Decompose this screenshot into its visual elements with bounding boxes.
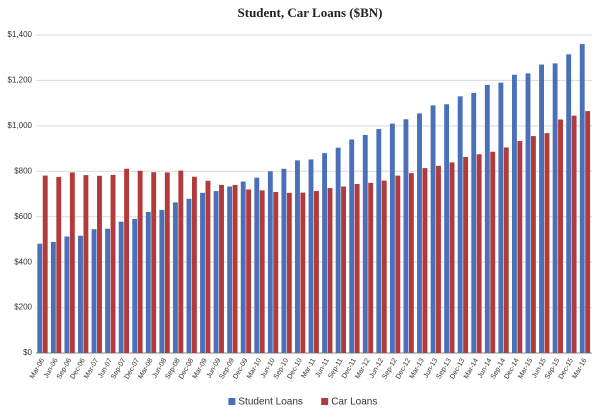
bar xyxy=(172,202,178,353)
y-tick-label: $1,000 xyxy=(8,121,33,130)
bar xyxy=(56,176,62,353)
bar xyxy=(457,96,463,353)
bar xyxy=(97,175,102,353)
bar xyxy=(335,147,341,353)
bar xyxy=(368,182,374,353)
bar xyxy=(566,54,572,354)
bar xyxy=(552,63,558,354)
bar xyxy=(273,191,279,353)
bar xyxy=(579,44,585,353)
bar xyxy=(341,186,347,353)
legend-swatch xyxy=(228,398,236,405)
bar xyxy=(37,243,43,353)
bar xyxy=(64,236,70,353)
bar xyxy=(463,156,469,353)
bar xyxy=(490,151,496,353)
bar xyxy=(137,170,143,353)
legend-swatch xyxy=(321,398,329,405)
y-tick-label: $0 xyxy=(23,348,32,357)
bar xyxy=(403,119,409,354)
y-tick-label: $800 xyxy=(14,166,32,175)
bar xyxy=(295,160,300,353)
bar xyxy=(191,176,197,353)
bar xyxy=(151,172,157,353)
bar xyxy=(205,180,211,353)
bar xyxy=(484,84,490,353)
legend-label: Car Loans xyxy=(331,397,377,408)
bar xyxy=(436,165,441,353)
bar xyxy=(571,115,577,353)
chart-title: Student, Car Loans ($BN) xyxy=(238,5,383,20)
bar xyxy=(132,218,138,353)
bar xyxy=(308,159,314,353)
bar xyxy=(110,174,116,353)
bar xyxy=(544,133,550,353)
bar xyxy=(69,172,75,353)
bar xyxy=(408,173,414,353)
bar xyxy=(525,73,531,353)
bar xyxy=(300,192,306,353)
bar xyxy=(286,192,292,353)
bar xyxy=(186,198,192,353)
bar xyxy=(213,191,219,353)
bar xyxy=(327,188,333,353)
bar xyxy=(389,123,395,353)
bar xyxy=(259,190,265,353)
y-tick-label: $1,200 xyxy=(8,76,33,85)
bar xyxy=(498,82,504,353)
bar xyxy=(240,181,246,353)
bar xyxy=(444,104,450,354)
bar xyxy=(530,136,536,353)
bar xyxy=(314,191,319,353)
bar xyxy=(558,119,563,353)
bar xyxy=(449,162,455,353)
y-tick-label: $400 xyxy=(14,257,32,266)
bar xyxy=(376,129,382,353)
bar xyxy=(281,168,287,353)
bar xyxy=(362,134,368,353)
bar xyxy=(354,184,360,353)
bar xyxy=(42,175,48,353)
bar xyxy=(417,113,422,353)
bar xyxy=(178,170,184,353)
bar xyxy=(50,241,56,353)
bar xyxy=(164,172,170,353)
bar xyxy=(124,168,130,353)
bar xyxy=(227,186,233,353)
bar xyxy=(471,92,477,354)
y-tick-label: $600 xyxy=(14,212,32,221)
bar xyxy=(145,211,151,353)
bar xyxy=(381,180,387,353)
y-tick-label: $200 xyxy=(14,303,32,312)
bar xyxy=(83,175,89,353)
bar xyxy=(422,168,428,353)
bar xyxy=(517,141,523,353)
legend-label: Student Loans xyxy=(238,397,303,408)
bar xyxy=(322,153,328,353)
bar xyxy=(159,209,165,353)
bar xyxy=(349,139,355,353)
bar xyxy=(395,175,401,353)
bar xyxy=(267,171,273,353)
bar xyxy=(430,105,436,354)
bar xyxy=(105,228,111,353)
bar xyxy=(539,64,544,354)
bar xyxy=(200,192,205,353)
bar xyxy=(78,235,83,353)
bar xyxy=(118,221,124,353)
bar xyxy=(91,229,97,353)
bar xyxy=(232,184,238,353)
y-tick-label: $1,400 xyxy=(8,30,33,39)
bar xyxy=(585,111,591,353)
bar xyxy=(219,184,224,353)
bar xyxy=(254,177,260,353)
bar xyxy=(503,147,509,353)
bar xyxy=(511,74,517,353)
bar xyxy=(246,189,252,353)
bar xyxy=(476,154,482,353)
